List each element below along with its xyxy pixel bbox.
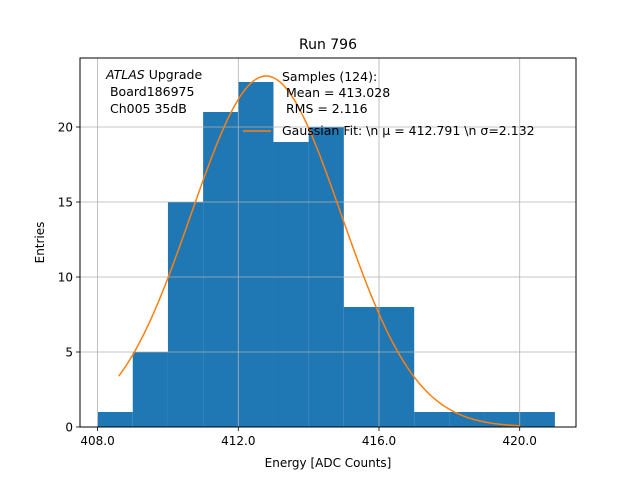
x-tick-label: 412.0 (221, 434, 255, 448)
histogram-bar (97, 412, 133, 427)
annotation-line-1: ATLAS Upgrade (105, 67, 202, 82)
legend: Samples (124): Mean = 413.028 RMS = 2.11… (243, 69, 535, 138)
gaussian-fit-curve (118, 75, 520, 427)
y-tick-label: 5 (65, 346, 73, 360)
y-tick-label: 10 (58, 271, 73, 285)
x-tick-label: 420.0 (503, 434, 537, 448)
annotation-upgrade: Upgrade (145, 67, 203, 82)
legend-mean: Mean = 413.028 (282, 85, 390, 100)
annotation-atlas: ATLAS (105, 67, 145, 82)
chart-title: Run 796 (299, 37, 357, 53)
x-axis-label: Energy [ADC Counts] (265, 456, 392, 470)
histogram-bar (167, 202, 204, 427)
histogram-bar (132, 352, 168, 427)
histogram-bar (273, 142, 309, 427)
legend-fit-label: Gaussian Fit: \n μ = 412.791 \n σ=2.132 (282, 123, 535, 138)
annotation-board: Board186975 (106, 84, 194, 99)
x-axis-ticks: 408.0 412.0 416.0 420.0 (80, 427, 537, 448)
y-axis-label: Entries (33, 222, 47, 264)
x-tick-label: 416.0 (362, 434, 396, 448)
legend-rms: RMS = 2.116 (282, 101, 368, 116)
x-tick-label: 408.0 (80, 434, 114, 448)
y-tick-label: 0 (65, 421, 73, 435)
histogram-bar (343, 307, 380, 427)
atlas-annotation: ATLAS Upgrade Board186975 Ch005 35dB (105, 67, 202, 116)
histogram-bar (414, 412, 450, 427)
histogram-bar (449, 412, 485, 427)
histogram-bar (203, 112, 239, 427)
histogram-bar (519, 412, 555, 427)
plot-frame (79, 57, 577, 428)
annotation-channel: Ch005 35dB (106, 101, 187, 116)
legend-samples: Samples (124): (282, 69, 377, 84)
y-tick-label: 15 (58, 196, 73, 210)
y-tick-label: 20 (58, 121, 73, 135)
y-axis-ticks: 0 5 10 15 20 (58, 121, 80, 435)
histogram-bar (238, 82, 274, 427)
